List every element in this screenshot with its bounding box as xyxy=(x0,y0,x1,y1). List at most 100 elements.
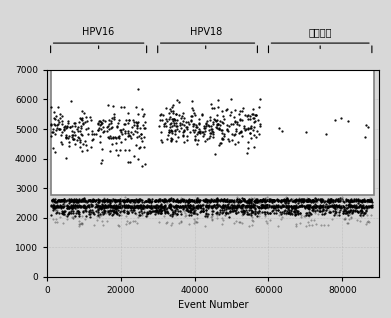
Point xyxy=(242,204,249,210)
Point xyxy=(51,198,57,203)
Point xyxy=(180,207,187,212)
Point xyxy=(122,204,128,210)
Point xyxy=(214,198,220,203)
Point xyxy=(132,200,138,205)
Point xyxy=(130,118,136,123)
Point xyxy=(211,198,217,203)
Point xyxy=(220,217,226,222)
Point xyxy=(355,197,361,202)
Point xyxy=(366,204,372,209)
Point xyxy=(81,197,88,202)
Point xyxy=(160,113,166,118)
Point xyxy=(347,209,353,214)
Point xyxy=(159,208,165,213)
Point xyxy=(270,204,276,209)
Point xyxy=(344,210,350,215)
Point xyxy=(176,204,182,209)
Point xyxy=(247,204,253,209)
Point xyxy=(71,204,77,209)
Point xyxy=(327,204,334,209)
Point xyxy=(210,209,216,214)
Point xyxy=(155,205,161,210)
Point xyxy=(227,113,233,118)
Point xyxy=(312,204,318,209)
Point xyxy=(184,133,190,138)
Point xyxy=(85,198,91,204)
Point xyxy=(358,202,364,207)
Point xyxy=(264,203,270,208)
Point xyxy=(207,199,213,204)
Point xyxy=(310,208,316,213)
Point xyxy=(264,203,271,208)
Point xyxy=(302,204,308,210)
Point xyxy=(319,199,325,204)
Point xyxy=(203,203,210,208)
Point xyxy=(283,199,289,204)
Point xyxy=(219,197,225,203)
Point xyxy=(110,204,117,209)
Point xyxy=(191,210,197,215)
Point xyxy=(80,204,86,209)
Point xyxy=(187,203,193,208)
Point xyxy=(332,212,339,217)
Point xyxy=(332,205,339,210)
Point xyxy=(104,197,110,202)
Point xyxy=(310,205,316,210)
Point xyxy=(61,124,67,129)
Point xyxy=(336,210,342,215)
Point xyxy=(302,214,308,219)
Point xyxy=(121,204,127,209)
Point xyxy=(221,198,228,203)
Point xyxy=(121,199,127,204)
Point xyxy=(353,218,360,223)
Point xyxy=(140,206,147,211)
Point xyxy=(99,211,106,216)
Point xyxy=(278,198,284,204)
Point xyxy=(313,197,319,203)
Point xyxy=(203,204,209,209)
Point xyxy=(221,198,227,203)
Point xyxy=(95,215,102,220)
Point xyxy=(222,212,228,218)
Point xyxy=(292,197,298,203)
Point xyxy=(250,218,256,223)
Point xyxy=(258,203,265,208)
Point xyxy=(133,119,139,124)
Point xyxy=(250,116,256,121)
Point xyxy=(230,198,236,203)
Point xyxy=(96,198,102,203)
Point xyxy=(74,198,80,203)
Point xyxy=(325,204,331,210)
Point xyxy=(170,116,177,121)
Point xyxy=(143,204,149,209)
Point xyxy=(146,198,152,203)
Point xyxy=(123,203,129,208)
Point xyxy=(70,204,76,209)
Point xyxy=(54,204,60,209)
Point xyxy=(68,198,74,203)
Point xyxy=(245,127,251,132)
Point xyxy=(197,130,203,135)
Point xyxy=(192,200,198,205)
Point xyxy=(104,125,111,130)
Point xyxy=(285,204,291,209)
Point xyxy=(98,160,104,165)
Point xyxy=(75,124,82,129)
Point xyxy=(95,121,101,126)
Point xyxy=(127,129,134,134)
Point xyxy=(277,199,283,204)
Point xyxy=(248,135,255,140)
Point xyxy=(108,204,114,209)
Point xyxy=(85,204,91,209)
Point xyxy=(59,121,65,126)
Point xyxy=(167,205,173,211)
Point xyxy=(74,199,80,204)
Point xyxy=(307,210,314,215)
Point xyxy=(107,211,113,216)
Point xyxy=(259,197,265,203)
Point xyxy=(128,205,134,210)
Point xyxy=(219,120,225,125)
Point xyxy=(110,197,116,202)
Point xyxy=(332,208,338,213)
Point xyxy=(101,200,108,205)
